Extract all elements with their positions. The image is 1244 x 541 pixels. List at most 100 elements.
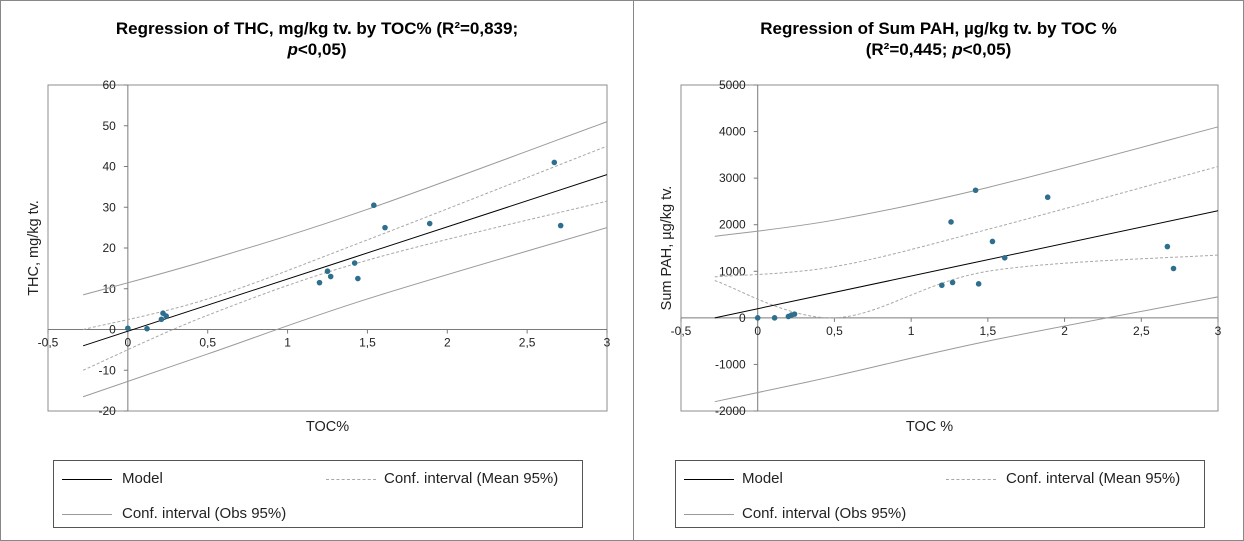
chart-title-line2-prefix: (R²=0,445; xyxy=(865,40,953,59)
data-point xyxy=(351,260,358,266)
y-tick-label: -20 xyxy=(99,404,117,418)
data-point xyxy=(551,159,558,166)
y-tick-label: 50 xyxy=(102,119,116,133)
data-point xyxy=(989,238,996,245)
x-tick-label: 1 xyxy=(908,324,915,338)
x-tick-label: 2,5 xyxy=(519,336,536,350)
model-line xyxy=(82,174,607,347)
conf-mean-upper-line xyxy=(83,145,607,330)
data-point xyxy=(1170,265,1177,272)
conf-mean-lower-line xyxy=(714,254,1218,319)
chart-title-line2-rest: <0,05) xyxy=(962,40,1012,59)
legend-swatch-model xyxy=(62,479,112,480)
data-point xyxy=(975,281,982,287)
y-tick-label: 40 xyxy=(102,160,116,174)
data-point xyxy=(163,313,169,319)
data-point xyxy=(158,316,165,323)
legend-label-model: Model xyxy=(122,470,163,487)
data-point xyxy=(316,279,323,286)
conf-mean-upper-line xyxy=(714,166,1218,278)
data-point xyxy=(144,325,150,332)
y-tick-label: 60 xyxy=(102,78,116,92)
data-point xyxy=(948,219,954,225)
x-tick-label: 3 xyxy=(1215,324,1222,338)
y-axis-label: Sum PAH, µg/kg tv. xyxy=(659,186,675,311)
data-point xyxy=(939,282,945,289)
chart-plot-thc: -0,5 0 0,5 1 1,5 2 2,5 3 -20 -10 0 10 20 30 40 50 60 TOC%… xyxy=(26,78,611,435)
y-tick-label: 0 xyxy=(109,323,116,337)
legend-label-model: Model xyxy=(742,470,783,487)
conf-mean-lower-line xyxy=(82,200,607,371)
data-point xyxy=(771,315,778,321)
chart-title-line2-rest: <0,05) xyxy=(297,40,347,59)
y-tick-label: 5000 xyxy=(719,78,746,92)
data-point xyxy=(791,311,798,317)
x-tick-label: 0 xyxy=(754,324,761,338)
y-tick-label: -10 xyxy=(99,363,117,377)
y-tick-label: 10 xyxy=(102,282,116,296)
x-tick-label: 1 xyxy=(284,336,291,350)
chart-title-line2: p<0,05) xyxy=(1,39,633,60)
x-axis-label: TOC% xyxy=(306,419,349,435)
legend-label-conf-mean: Conf. interval (Mean 95%) xyxy=(1006,470,1181,487)
legend-swatch-conf-obs xyxy=(684,514,734,515)
chart-panel-pah: Regression of Sum PAH, µg/kg tv. by TOC … xyxy=(633,0,1244,541)
x-tick-label: 1,5 xyxy=(359,336,376,350)
y-tick-label: -1000 xyxy=(715,357,746,371)
chart-panel-thc: Regression of THC, mg/kg tv. by TOC% (R²… xyxy=(0,0,634,541)
data-point xyxy=(125,325,131,332)
plot-area-frame xyxy=(680,84,1219,412)
data-point xyxy=(754,315,761,321)
data-point xyxy=(327,273,334,280)
conf-obs-lower-line xyxy=(82,227,607,398)
legend-label-conf-mean: Conf. interval (Mean 95%) xyxy=(384,470,559,487)
data-point xyxy=(557,222,564,229)
x-tick-label: 2 xyxy=(444,336,451,350)
x-tick-label: 0 xyxy=(125,336,132,350)
x-tick-label: -0,5 xyxy=(671,324,692,338)
data-point xyxy=(972,187,979,194)
legend-label-conf-obs: Conf. interval (Obs 95%) xyxy=(122,505,287,522)
plot-area-frame xyxy=(47,84,608,412)
data-point xyxy=(426,220,433,227)
legend-swatch-model xyxy=(684,479,734,480)
y-axis-label: THC, mg/kg tv. xyxy=(26,200,42,296)
x-tick-label: 1,5 xyxy=(980,324,997,338)
y-tick-label: 20 xyxy=(102,241,116,255)
chart-title: Regression of THC, mg/kg tv. by TOC% (R²… xyxy=(1,18,633,60)
chart-title-line2: (R²=0,445; p<0,05) xyxy=(634,39,1243,60)
data-point xyxy=(382,224,388,231)
data-point xyxy=(355,275,361,282)
y-tick-label: 4000 xyxy=(719,125,746,139)
data-point xyxy=(1001,254,1008,261)
conf-obs-upper-line xyxy=(83,121,607,296)
x-tick-label: 0,5 xyxy=(199,336,216,350)
x-tick-label: 2,5 xyxy=(1133,324,1150,338)
legend-swatch-conf-mean xyxy=(326,479,376,480)
legend-swatch-conf-obs xyxy=(62,514,112,515)
y-tick-label: 0 xyxy=(739,311,746,325)
conf-obs-upper-line xyxy=(714,126,1218,237)
chart-legend: Model Conf. interval (Mean 95%) Conf. in… xyxy=(53,460,583,528)
y-tick-label: 30 xyxy=(102,200,116,214)
x-tick-label: 3 xyxy=(604,336,611,350)
x-axis-label: TOC % xyxy=(906,419,953,435)
data-point xyxy=(1044,194,1051,201)
chart-title-p: p xyxy=(287,40,298,59)
y-tick-label: -2000 xyxy=(715,404,746,418)
chart-title-line1: Regression of THC, mg/kg tv. by TOC% (R²… xyxy=(115,19,519,38)
model-line xyxy=(714,210,1218,319)
data-point xyxy=(1164,243,1171,250)
chart-title-line1: Regression of Sum PAH, µg/kg tv. by TOC … xyxy=(760,19,1117,38)
x-tick-label: 0,5 xyxy=(826,324,843,338)
chart-plot-pah: -0,5 0 0,5 1 1,5 2 2,5 3 -2000 -1000 0 1000 2000 3000… xyxy=(659,78,1222,435)
legend-swatch-conf-mean xyxy=(946,479,996,480)
conf-obs-lower-line xyxy=(714,296,1218,403)
data-point xyxy=(324,268,331,275)
x-tick-label: -0,5 xyxy=(38,336,59,350)
y-tick-label: 2000 xyxy=(719,218,746,232)
chart-title-p: p xyxy=(952,40,963,59)
y-tick-label: 3000 xyxy=(719,171,746,185)
y-tick-label: 1000 xyxy=(719,264,746,278)
